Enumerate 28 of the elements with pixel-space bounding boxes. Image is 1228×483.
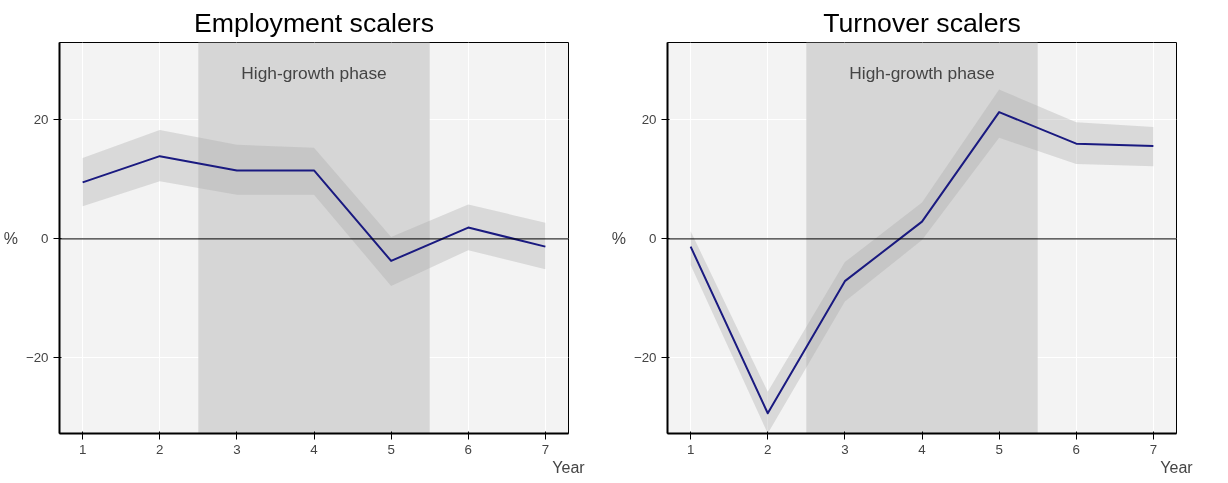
y-axis-title: % [611,229,626,247]
chart-title: Employment scalers [194,7,434,38]
y-tick-label: 20 [33,112,49,128]
y-axis-title: % [3,229,18,247]
x-tick-label: 6 [1072,441,1080,457]
x-tick-label: 5 [995,441,1003,457]
y-tick-label: 20 [641,112,657,128]
y-tick-label: −20 [633,350,657,366]
x-tick-label: 6 [464,441,472,457]
x-tick-label: 3 [841,441,849,457]
y-tick-label: −20 [25,350,49,366]
x-tick-label: 2 [156,441,164,457]
x-tick-label: 4 [310,441,319,457]
x-tick-label: 1 [686,441,695,457]
y-tick-label: 0 [649,231,657,247]
band-label: High-growth phase [241,62,387,83]
band-label: High-growth phase [849,62,995,83]
x-tick-label: 1 [78,441,87,457]
x-tick-label: 4 [918,441,927,457]
x-tick-label: 3 [233,441,241,457]
chart-title: Turnover scalers [823,7,1021,38]
x-axis-title: Year [1160,458,1194,476]
y-tick-label: 0 [41,231,49,247]
x-tick-label: 7 [541,441,550,457]
x-axis-title: Year [552,458,586,476]
x-tick-label: 5 [387,441,395,457]
x-tick-label: 2 [764,441,772,457]
x-tick-label: 7 [1149,441,1158,457]
